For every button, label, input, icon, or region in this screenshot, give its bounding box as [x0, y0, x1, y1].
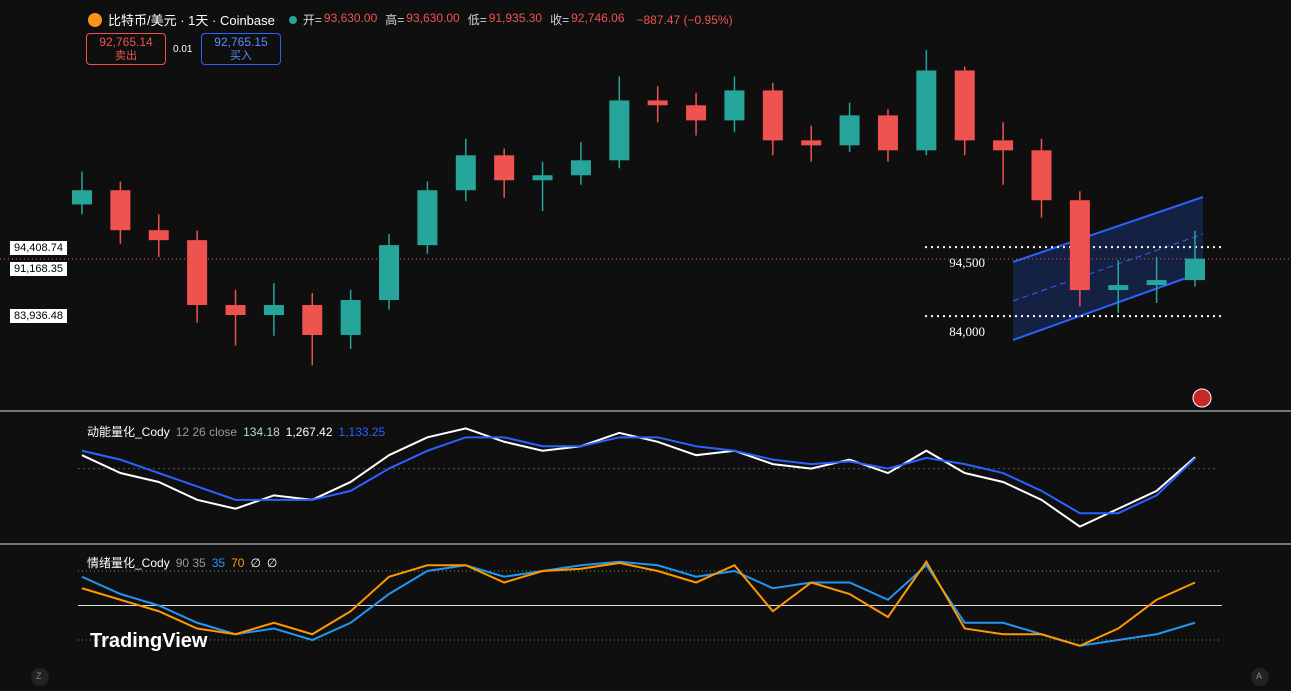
candle-body: [263, 305, 284, 316]
ohlc-label: 低=: [467, 13, 487, 27]
series-line: [81, 427, 1196, 528]
candle-body: [647, 100, 668, 106]
indicator-name: 动能量化_Cody: [87, 425, 170, 439]
channel-mid: [1012, 233, 1204, 302]
candle-body: [455, 155, 476, 191]
macd-legend: 动能量化_Cody 12 26 close 134.18 1,267.42 1,…: [87, 423, 385, 440]
flag-icon: [1192, 388, 1212, 408]
candle-body: [570, 160, 591, 176]
candle-body: [417, 190, 438, 246]
indicator-name: 情绪量化_Cody: [87, 556, 170, 570]
buy-label: 买入: [230, 50, 252, 62]
candle-body: [532, 175, 553, 181]
spread: 0.01: [173, 44, 193, 55]
price-label: 94,408.74: [10, 241, 67, 255]
sell-label: 卖出: [115, 50, 137, 62]
candle-body: [877, 115, 898, 151]
channel-line: [1012, 196, 1204, 263]
candle-body: [916, 70, 937, 151]
sell-price: 92,765.14: [99, 35, 153, 49]
sell-button[interactable]: 92,765.14 卖出: [86, 33, 166, 65]
buy-price: 92,765.15: [214, 35, 268, 49]
signal-value: 1,133.25: [338, 424, 386, 439]
candle-body: [1031, 150, 1052, 201]
symbol-title: 比特币/美元 · 1天 · Coinbase: [108, 13, 275, 28]
candle-body: [839, 115, 860, 146]
ohlc-value: 93,630.00: [323, 11, 378, 25]
header: 比特币/美元 · 1天 · Coinbase 开= 93,630.00 高= 93,6…: [88, 10, 733, 29]
indicator-params: 90 35: [175, 555, 206, 570]
ohlc: 开= 93,630.00 高= 93,630.00 低= 91,935.30 收= 92,74…: [303, 11, 631, 28]
candle-body: [1108, 285, 1129, 291]
candle-body: [1146, 280, 1167, 286]
candle-body: [954, 70, 975, 141]
macd-value: 1,267.42: [285, 424, 333, 439]
series-line: [81, 559, 1196, 647]
indicator-params: 12 26 close: [175, 424, 238, 439]
ohlc-label: 收=: [550, 13, 570, 27]
candle-body: [762, 90, 783, 141]
corner-label: A: [1256, 671, 1263, 681]
candle-body: [993, 140, 1014, 151]
candle-body: [148, 230, 169, 241]
ohlc-value: 91,935.30: [488, 11, 543, 25]
series-line: [81, 560, 1196, 647]
extra-label: ∅: [250, 555, 261, 570]
candle-body: [225, 305, 246, 316]
coin-icon: [88, 12, 102, 27]
level-label: 94,500: [949, 255, 985, 270]
fast-value: 35: [211, 555, 226, 570]
candle-body: [686, 105, 707, 121]
channel-line: [1012, 271, 1204, 341]
sentiment-legend: 情绪量化_Cody 90 35 35 70 ∅ ∅: [87, 554, 277, 571]
candle-body: [187, 240, 208, 306]
slow-value: 70: [231, 555, 245, 570]
price-label: 83,936.48: [10, 309, 67, 323]
corner-button[interactable]: [1251, 668, 1269, 686]
ohlc-label: 高=: [385, 13, 405, 27]
level-label: 84,000: [949, 324, 985, 339]
corner-label: Z: [36, 671, 42, 681]
candle-body: [1069, 200, 1090, 291]
candle-body: [340, 300, 361, 335]
change: −887.47 (−0.95%): [636, 12, 733, 27]
candle-body: [494, 155, 515, 181]
channel-fill: [1013, 197, 1203, 340]
ohlc-value: 93,630.00: [406, 11, 460, 25]
series-line: [81, 436, 1196, 515]
ohlc-value: 92,746.06: [571, 11, 625, 25]
logo: TradingView: [90, 630, 208, 652]
ohlc-label: 开=: [302, 13, 322, 27]
candle-body: [72, 190, 92, 205]
price-label: 91,168.35: [10, 262, 67, 276]
candle-body: [379, 245, 400, 301]
histogram-value: 134.18: [243, 424, 280, 439]
candle-body: [302, 305, 323, 335]
corner-button[interactable]: [31, 668, 49, 686]
status-dot: [288, 15, 297, 24]
extra-label: ∅: [266, 555, 278, 570]
candle-body: [1185, 258, 1205, 281]
candle-body: [801, 140, 822, 146]
candle-body: [609, 100, 630, 161]
candle-body: [110, 190, 131, 231]
candle-body: [724, 90, 745, 121]
buy-button[interactable]: 92,765.15 买入: [201, 33, 281, 65]
